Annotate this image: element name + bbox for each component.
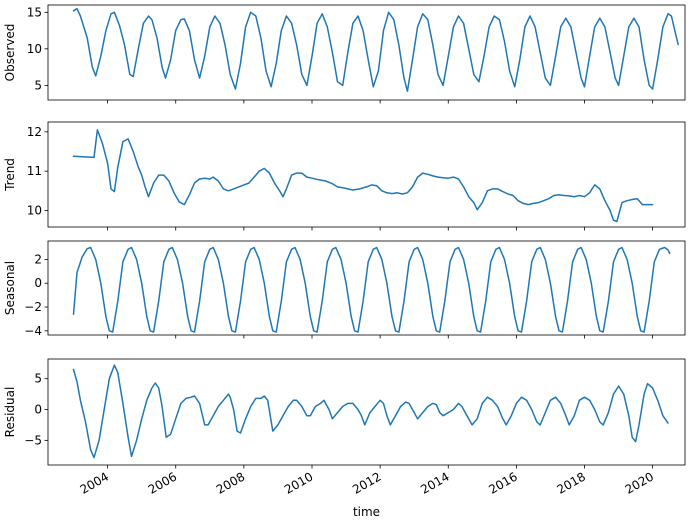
seasonal-y-tick-label: −4	[24, 324, 42, 338]
seasonal-axes-frame	[47, 240, 686, 336]
x-axis: 2004 2006 2008 2010 2012 2014 2016 2018 2020	[78, 469, 656, 496]
observed-panel: 5 10 15 Observed	[3, 4, 686, 104]
observed-y-tick-label: 15	[27, 5, 42, 19]
residual-y-tick-label: 5	[34, 372, 42, 386]
x-tick-label: 2008	[214, 469, 247, 496]
trend-y-axis-label: Trend	[3, 158, 17, 192]
trend-axes-frame	[47, 121, 686, 228]
x-tick-label: 2010	[282, 469, 315, 496]
residual-series-line	[72, 364, 669, 459]
observed-axes-frame	[47, 4, 686, 101]
trend-series-line	[72, 129, 654, 223]
observed-series-line	[72, 7, 679, 92]
trend-y-tick-label: 10	[27, 203, 42, 217]
residual-axes-frame	[47, 358, 686, 466]
trend-panel: 10 11 12 Trend	[3, 121, 686, 231]
seasonal-series-line	[72, 246, 671, 333]
observed-y-axis-label: Observed	[3, 24, 17, 82]
observed-y-tick-label: 5	[34, 78, 42, 92]
seasonal-y-tick-label: 2	[34, 252, 42, 266]
panels-layer: 5 10 15 Observed 10 11 12 Trend −4 −2 0 2 Seasonal −5…	[3, 4, 686, 469]
trend-y-tick-label: 11	[27, 164, 42, 178]
residual-y-tick-label: 0	[34, 403, 42, 417]
seasonal-y-tick-label: −2	[24, 300, 42, 314]
x-axis-label: time	[353, 505, 380, 519]
x-tick-label: 2014	[418, 469, 451, 496]
x-tick-label: 2020	[623, 469, 656, 496]
trend-y-tick-label: 12	[27, 125, 42, 139]
x-tick-label: 2018	[555, 469, 588, 496]
x-tick-label: 2016	[486, 469, 519, 496]
x-tick-label: 2004	[78, 469, 111, 496]
residual-y-axis-label: Residual	[3, 387, 17, 438]
x-tick-label: 2006	[146, 469, 179, 496]
residual-y-tick-label: −5	[24, 433, 42, 447]
seasonal-panel: −4 −2 0 2 Seasonal	[3, 240, 686, 339]
residual-panel: −5 0 5 Residual	[3, 358, 686, 469]
x-tick-label: 2012	[350, 469, 383, 496]
observed-y-tick-label: 10	[27, 42, 42, 56]
seasonal-y-axis-label: Seasonal	[3, 261, 17, 315]
seasonal-y-tick-label: 0	[34, 276, 42, 290]
